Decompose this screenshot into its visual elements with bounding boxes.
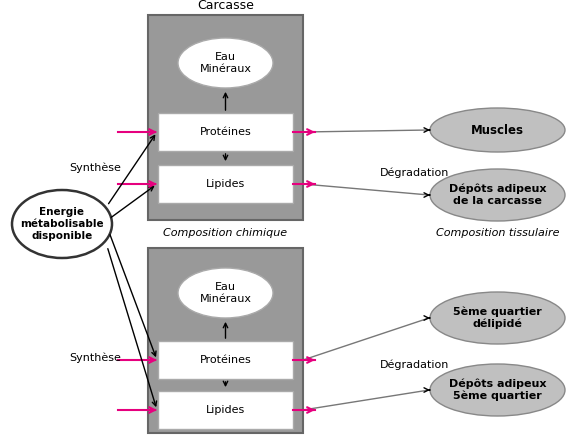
Ellipse shape	[430, 108, 565, 152]
Text: Muscles: Muscles	[471, 124, 524, 136]
Text: Protéines: Protéines	[200, 127, 251, 137]
Text: Energie
métabolisable
disponible: Energie métabolisable disponible	[20, 207, 104, 241]
Text: Dégradation: Dégradation	[380, 360, 450, 370]
Bar	[148, 248, 303, 433]
Text: Composition chimique: Composition chimique	[164, 228, 288, 238]
Text: Synthèse: Synthèse	[69, 353, 121, 363]
Ellipse shape	[430, 364, 565, 416]
Text: Lipides: Lipides	[206, 179, 245, 189]
Text: Eau
Minéraux: Eau Minéraux	[200, 52, 252, 74]
Text: Lipides: Lipides	[206, 405, 245, 415]
Bar	[158, 341, 293, 379]
Bar	[148, 15, 303, 220]
Ellipse shape	[178, 268, 273, 318]
Ellipse shape	[430, 292, 565, 344]
Ellipse shape	[430, 169, 565, 221]
Bar	[158, 165, 293, 203]
Text: Eau
Minéraux: Eau Minéraux	[200, 282, 252, 304]
Bar	[158, 113, 293, 151]
Text: Protéines: Protéines	[200, 355, 251, 365]
Bar	[158, 391, 293, 429]
Text: Dégradation: Dégradation	[380, 168, 450, 179]
Text: 5ème quartier
délipidé: 5ème quartier délipidé	[453, 307, 542, 329]
Ellipse shape	[178, 38, 273, 88]
Text: Dépôts adipeux
de la carcasse: Dépôts adipeux de la carcasse	[449, 184, 546, 206]
Text: Dépôts adipeux
5ème quartier: Dépôts adipeux 5ème quartier	[449, 379, 546, 401]
Text: Synthèse: Synthèse	[69, 163, 121, 173]
Ellipse shape	[12, 190, 112, 258]
Text: Composition tissulaire: Composition tissulaire	[436, 228, 559, 238]
Text: Carcasse: Carcasse	[197, 0, 254, 12]
